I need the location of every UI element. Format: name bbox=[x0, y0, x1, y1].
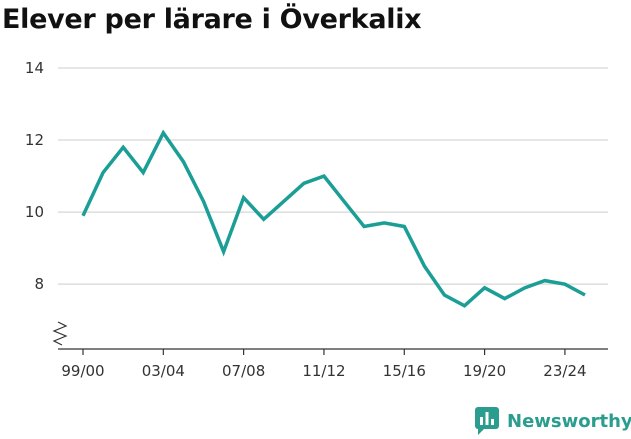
x-tick-label: 07/08 bbox=[222, 362, 265, 380]
newsworthy-logo-icon bbox=[475, 407, 499, 435]
x-tick-label: 15/16 bbox=[383, 362, 426, 380]
y-tick-label: 10 bbox=[25, 203, 44, 221]
series-layer bbox=[81, 129, 586, 308]
y-tick-label: 8 bbox=[34, 275, 44, 293]
x-tick-label: 11/12 bbox=[302, 362, 345, 380]
y-tick-label: 14 bbox=[25, 59, 44, 77]
brand-logo: Newsworthy bbox=[475, 407, 631, 435]
chart-title: Elever per lärare i Överkalix bbox=[2, 4, 422, 35]
brand-name: Newsworthy bbox=[507, 410, 631, 432]
x-tick-label: 19/20 bbox=[463, 362, 506, 380]
series-line bbox=[81, 129, 586, 308]
y-axis: 8 10 12 14 bbox=[25, 59, 44, 293]
axis-break-icon bbox=[52, 321, 68, 346]
x-axis: 99/00 03/04 07/08 11/12 15/16 19/20 23/24 bbox=[58, 348, 608, 380]
axis-break-mark bbox=[52, 321, 68, 346]
x-tick-label: 03/04 bbox=[142, 362, 185, 380]
y-tick-label: 12 bbox=[25, 131, 44, 149]
gridlines bbox=[58, 67, 608, 285]
x-tick-label: 23/24 bbox=[543, 362, 586, 380]
x-tick-label: 99/00 bbox=[61, 362, 104, 380]
